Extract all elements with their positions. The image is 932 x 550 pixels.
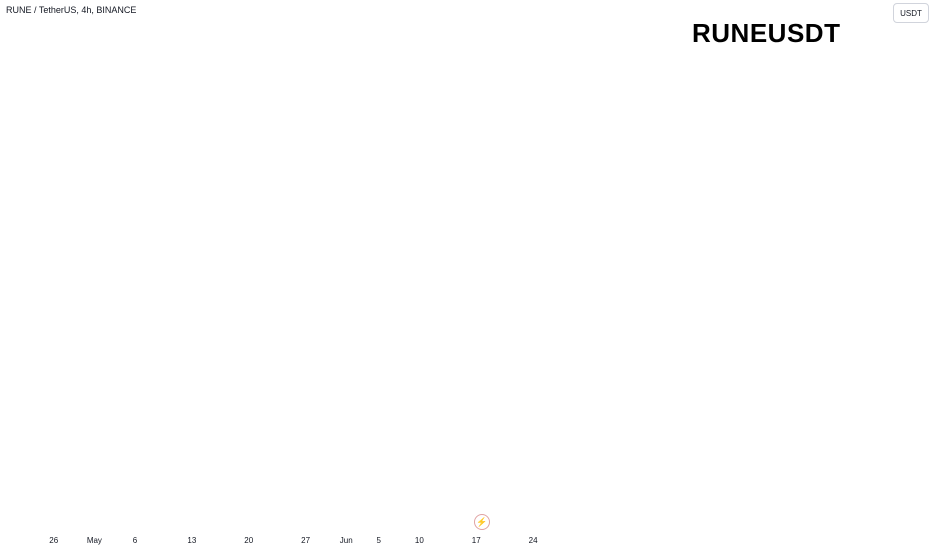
x-tick-label: 24: [529, 536, 538, 545]
symbol-watermark: RUNEUSDT: [692, 18, 841, 48]
x-tick-label: 5: [377, 536, 382, 545]
x-tick-label: 26: [49, 536, 58, 545]
price-axis-panel: [892, 0, 932, 550]
chart-header: RUNE / TetherUS, 4h, BINANCE: [6, 5, 137, 15]
tradingview-logo-icon[interactable]: ⚡: [474, 514, 490, 530]
x-tick-label: Jun: [340, 536, 353, 545]
currency-button[interactable]: USDT: [893, 3, 929, 23]
x-tick-label: 13: [187, 536, 196, 545]
x-tick-label: May: [87, 536, 102, 545]
x-tick-label: 20: [244, 536, 253, 545]
x-tick-label: 27: [301, 536, 310, 545]
x-tick-label: 6: [133, 536, 138, 545]
x-tick-label: 17: [472, 536, 481, 545]
x-tick-label: 10: [415, 536, 424, 545]
